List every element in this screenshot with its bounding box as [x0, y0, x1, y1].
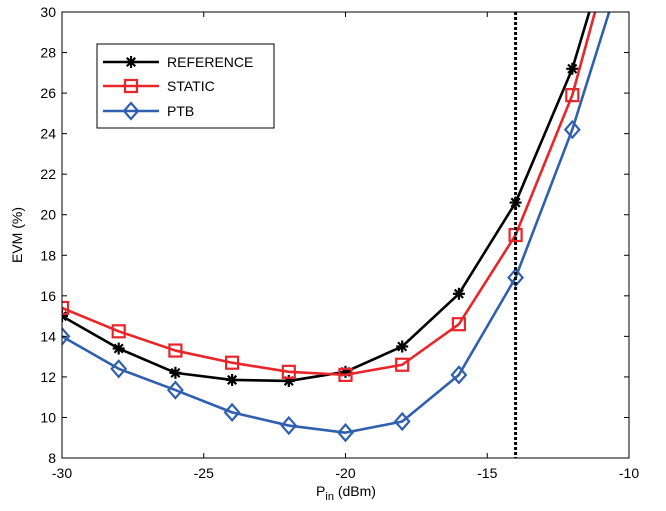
- asterisk-stroke: [453, 288, 464, 299]
- asterisk-stroke: [170, 367, 181, 378]
- series-line: [62, 12, 597, 377]
- y-tick-label: 10: [40, 409, 56, 425]
- square-icon: [338, 367, 353, 382]
- series-ptb: [62, 12, 611, 443]
- diamond-icon: [393, 411, 411, 432]
- asterisk-icon: [125, 56, 137, 68]
- legend-items: [103, 56, 159, 121]
- square-icon: [451, 317, 466, 332]
- x-tick-label: -25: [194, 465, 214, 481]
- asterisk-icon: [169, 366, 182, 379]
- square-icon: [225, 355, 240, 370]
- x-tick-label: -20: [335, 465, 355, 481]
- y-tick-label: 28: [40, 45, 56, 61]
- legend: REFERENCE STATIC PTB: [96, 43, 275, 129]
- x-axis-label-unit: (dBm): [334, 483, 376, 499]
- legend-label-static: STATIC: [167, 78, 215, 94]
- series-line: [62, 12, 611, 434]
- asterisk-stroke: [62, 314, 68, 322]
- diamond-icon: [337, 422, 354, 443]
- y-tick-label: 12: [40, 369, 56, 385]
- y-tick-label: 8: [48, 450, 56, 466]
- asterisk-stroke: [113, 343, 124, 354]
- series-layer: [62, 12, 611, 443]
- asterisk-icon: [566, 62, 579, 75]
- square-icon: [565, 88, 580, 103]
- square-icon: [111, 324, 126, 339]
- legend-label-reference: REFERENCE: [167, 54, 253, 70]
- x-tick-label: -15: [477, 465, 497, 481]
- diamond-icon: [563, 119, 581, 140]
- square-icon: [281, 364, 296, 379]
- square-icon: [168, 343, 183, 358]
- diamond-icon: [507, 267, 525, 288]
- diamond-icon: [62, 326, 71, 347]
- x-axis-label: Pin (dBm): [316, 483, 376, 503]
- asterisk-icon: [396, 340, 409, 353]
- series-static: [62, 12, 597, 382]
- y-tick-label: 16: [40, 288, 56, 304]
- x-tick-label: -10: [619, 465, 639, 481]
- y-tick-label: 20: [40, 207, 56, 223]
- y-axis-label: EVM (%): [9, 207, 25, 263]
- square-icon: [123, 78, 139, 94]
- y-tick-label: 22: [40, 166, 56, 182]
- asterisk-stroke: [567, 63, 578, 74]
- asterisk-stroke: [227, 374, 238, 385]
- asterisk-stroke: [125, 56, 137, 68]
- diamond-icon: [223, 402, 241, 423]
- y-tick-label: 26: [40, 85, 56, 101]
- diamond-icon: [122, 101, 140, 121]
- square-icon: [62, 300, 70, 316]
- y-tick-label: 18: [40, 247, 56, 263]
- x-axis-label-main: P: [316, 483, 325, 499]
- diamond-icon: [280, 415, 298, 436]
- diamond-icon: [166, 380, 184, 400]
- legend-label-ptb: PTB: [167, 103, 194, 119]
- asterisk-icon: [452, 287, 465, 300]
- asterisk-icon: [226, 373, 239, 386]
- diamond-icon: [450, 365, 468, 385]
- axes-layer: -30 -25 -20 -15 -10 8 10 12 14 16 18 20 22 24 26 28 30: [40, 4, 639, 481]
- y-tick-label: 14: [40, 328, 56, 344]
- y-tick-label: 24: [40, 126, 56, 142]
- diamond-icon: [110, 359, 128, 379]
- x-axis-label-subscript: in: [325, 491, 334, 503]
- square-icon: [395, 357, 410, 372]
- x-tick-label: -30: [52, 465, 72, 481]
- asterisk-icon: [112, 342, 125, 355]
- y-tick-label: 30: [40, 4, 56, 20]
- asterisk-stroke: [397, 341, 408, 352]
